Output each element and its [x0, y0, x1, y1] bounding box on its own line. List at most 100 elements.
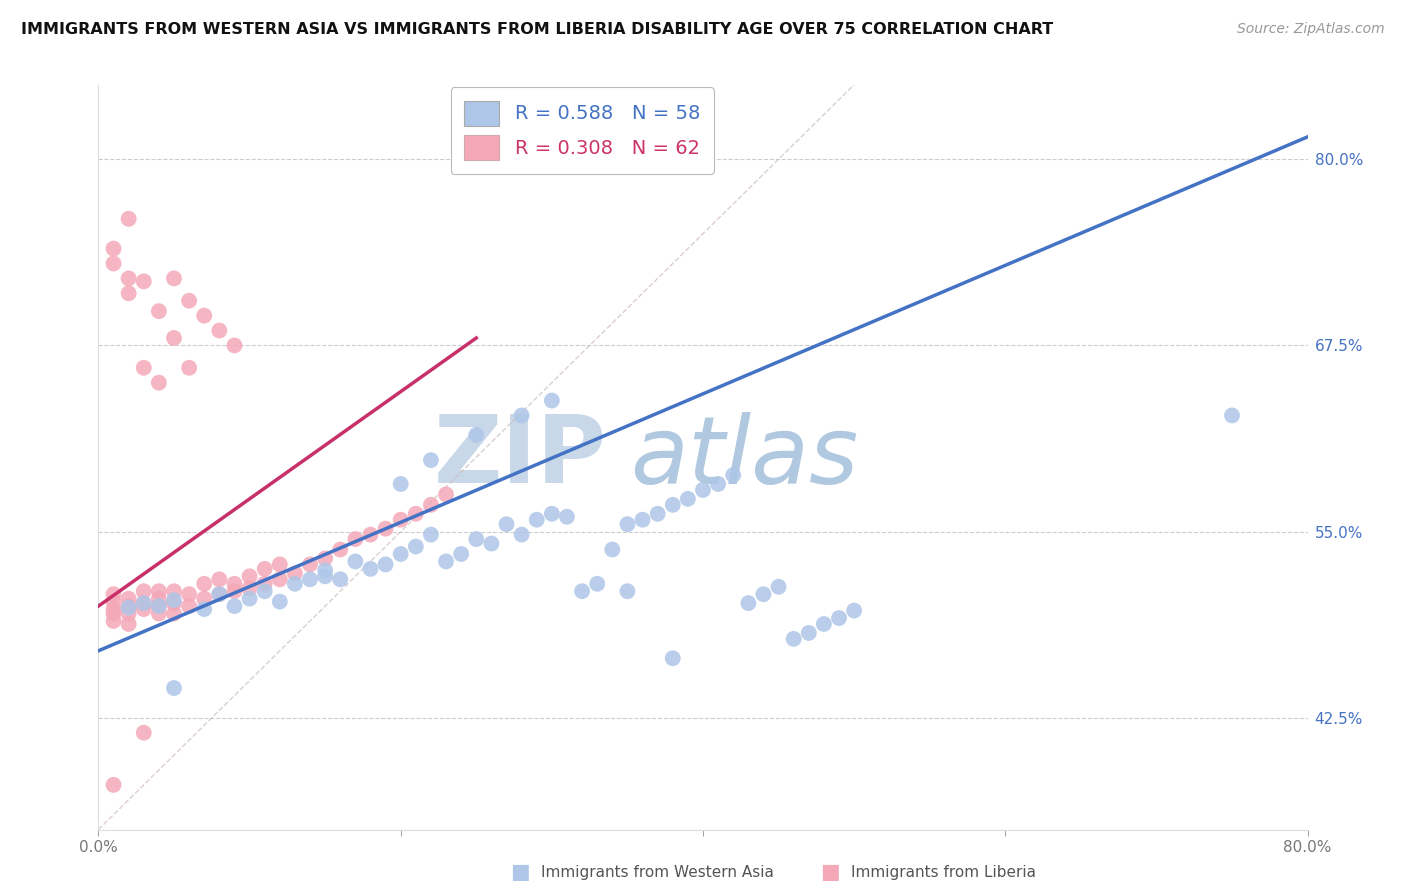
- Point: [707, 477, 730, 491]
- Point: [374, 558, 396, 572]
- Point: [148, 304, 170, 318]
- Point: [344, 554, 367, 568]
- Point: [389, 477, 412, 491]
- Point: [118, 599, 141, 614]
- Point: [179, 360, 201, 375]
- Text: IMMIGRANTS FROM WESTERN ASIA VS IMMIGRANTS FROM LIBERIA DISABILITY AGE OVER 75 C: IMMIGRANTS FROM WESTERN ASIA VS IMMIGRAN…: [21, 22, 1053, 37]
- Point: [224, 584, 246, 599]
- Point: [420, 527, 443, 541]
- Text: Immigrants from Western Asia: Immigrants from Western Asia: [541, 865, 775, 880]
- Point: [405, 540, 427, 554]
- Point: [163, 593, 186, 607]
- Point: [132, 584, 155, 599]
- Point: [344, 532, 367, 546]
- Point: [434, 554, 457, 568]
- Point: [571, 584, 593, 599]
- Point: [193, 591, 215, 606]
- Point: [148, 584, 170, 599]
- Point: [540, 393, 562, 408]
- Point: [495, 517, 517, 532]
- Point: [118, 286, 141, 301]
- Point: [224, 599, 246, 614]
- Point: [103, 256, 125, 270]
- Point: [253, 562, 276, 576]
- Point: [103, 594, 125, 608]
- Point: [269, 572, 291, 586]
- Point: [284, 566, 307, 581]
- Point: [692, 483, 714, 497]
- Point: [253, 584, 276, 599]
- Point: [163, 607, 186, 621]
- Point: [555, 509, 578, 524]
- Point: [389, 513, 412, 527]
- Point: [163, 331, 186, 345]
- Point: [224, 576, 246, 591]
- Point: [148, 376, 170, 390]
- Point: [299, 572, 322, 586]
- Point: [329, 542, 352, 557]
- Point: [631, 513, 654, 527]
- Point: [510, 409, 533, 423]
- Point: [510, 527, 533, 541]
- Point: [616, 584, 638, 599]
- Point: [844, 604, 866, 618]
- Point: [723, 468, 745, 483]
- Point: [118, 591, 141, 606]
- Point: [118, 617, 141, 632]
- Point: [118, 600, 141, 615]
- Point: [465, 532, 488, 546]
- Point: [179, 587, 201, 601]
- Text: ■: ■: [820, 863, 839, 882]
- Point: [314, 563, 336, 577]
- Point: [450, 547, 472, 561]
- Point: [239, 569, 262, 583]
- Point: [193, 602, 215, 616]
- Point: [148, 599, 170, 614]
- Point: [208, 587, 231, 601]
- Point: [163, 584, 186, 599]
- Point: [737, 596, 759, 610]
- Point: [314, 569, 336, 583]
- Point: [224, 338, 246, 352]
- Point: [329, 572, 352, 586]
- Point: [208, 587, 231, 601]
- Point: [314, 551, 336, 566]
- Point: [768, 580, 790, 594]
- Point: [132, 596, 155, 610]
- Point: [163, 596, 186, 610]
- Point: [239, 591, 262, 606]
- Point: [676, 491, 699, 506]
- Point: [132, 596, 155, 610]
- Point: [103, 607, 125, 621]
- Point: [103, 242, 125, 256]
- Point: [420, 498, 443, 512]
- Point: [148, 607, 170, 621]
- Point: [132, 274, 155, 288]
- Point: [132, 360, 155, 375]
- Point: [148, 599, 170, 614]
- Point: [661, 498, 683, 512]
- Text: atlas: atlas: [630, 411, 859, 503]
- Point: [118, 211, 141, 226]
- Point: [481, 536, 503, 550]
- Point: [132, 725, 155, 739]
- Text: ZIP: ZIP: [433, 411, 606, 503]
- Point: [269, 594, 291, 608]
- Point: [148, 591, 170, 606]
- Point: [269, 558, 291, 572]
- Text: Source: ZipAtlas.com: Source: ZipAtlas.com: [1237, 22, 1385, 37]
- Point: [616, 517, 638, 532]
- Point: [208, 572, 231, 586]
- Point: [783, 632, 806, 646]
- Point: [103, 587, 125, 601]
- Point: [118, 607, 141, 621]
- Point: [752, 587, 775, 601]
- Point: [299, 558, 322, 572]
- Point: [828, 611, 851, 625]
- Point: [193, 576, 215, 591]
- Point: [540, 507, 562, 521]
- Point: [103, 602, 125, 616]
- Point: [1220, 409, 1243, 423]
- Point: [193, 309, 215, 323]
- Point: [813, 617, 835, 632]
